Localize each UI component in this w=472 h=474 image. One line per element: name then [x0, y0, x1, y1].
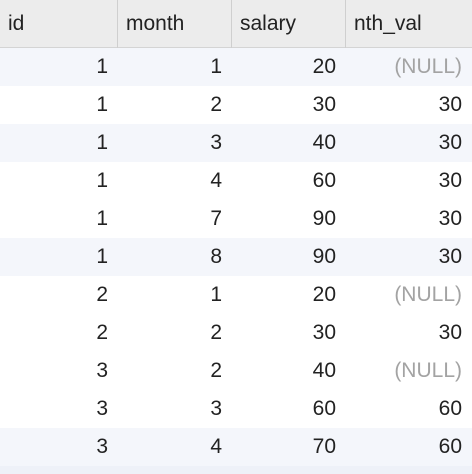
table-cell-id[interactable]: 1: [96, 169, 108, 192]
table-row[interactable]: 1 3 40 30: [0, 124, 472, 162]
table-cell-month[interactable]: 2: [210, 359, 222, 382]
table-cell-salary[interactable]: 30: [312, 321, 336, 344]
table-cell-nth-val[interactable]: 30: [438, 245, 462, 268]
table-cell-id[interactable]: 3: [96, 359, 108, 382]
table-cell-salary[interactable]: 60: [312, 397, 336, 420]
table-cell-month[interactable]: 7: [210, 207, 222, 230]
table-cell-month[interactable]: 3: [210, 397, 222, 420]
table-row[interactable]: 1 4 60 30: [0, 162, 472, 200]
table-cell-id[interactable]: 3: [96, 397, 108, 420]
table-cell-month[interactable]: 4: [210, 435, 222, 458]
table-cell-salary[interactable]: 40: [312, 359, 336, 382]
table-cell-nth-val[interactable]: (NULL): [394, 55, 462, 78]
table-cell-month[interactable]: 4: [210, 169, 222, 192]
table-cell-month[interactable]: 1: [210, 283, 222, 306]
table-cell-id[interactable]: 2: [96, 283, 108, 306]
table-cell-salary[interactable]: 90: [312, 245, 336, 268]
table-cell-id[interactable]: 1: [96, 207, 108, 230]
column-header-nth-val[interactable]: nth_val: [354, 12, 422, 35]
table-cell-salary[interactable]: 20: [312, 283, 336, 306]
table-cell-month[interactable]: 2: [210, 93, 222, 116]
table-cell-salary[interactable]: 60: [312, 169, 336, 192]
table-cell-salary[interactable]: 20: [312, 55, 336, 78]
table-body: 1 1 20 (NULL) 1 2 30 30 1 3 40 30 1 4 60 30 1 7 90 30 1 8 90 30…: [0, 48, 472, 466]
table-cell-nth-val[interactable]: (NULL): [394, 359, 462, 382]
table-cell-salary[interactable]: 30: [312, 93, 336, 116]
table-cell-id[interactable]: 1: [96, 131, 108, 154]
table-cell-id[interactable]: 1: [96, 55, 108, 78]
table-cell-nth-val[interactable]: (NULL): [394, 283, 462, 306]
table-cell-salary[interactable]: 90: [312, 207, 336, 230]
table-cell-id[interactable]: 1: [96, 245, 108, 268]
table-row[interactable]: 1 7 90 30: [0, 200, 472, 238]
column-header-id[interactable]: id: [0, 0, 118, 48]
table-cell-nth-val[interactable]: 60: [438, 435, 462, 458]
column-header-row: id month salary nth_val: [0, 0, 472, 48]
table-cell-id[interactable]: 1: [96, 93, 108, 116]
table-cell-month[interactable]: 3: [210, 131, 222, 154]
column-header-salary[interactable]: salary: [232, 0, 346, 48]
table-cell-nth-val[interactable]: 30: [438, 131, 462, 154]
table-cell-nth-val[interactable]: 30: [438, 321, 462, 344]
column-header-month[interactable]: month: [118, 0, 232, 48]
table-cell-month[interactable]: 1: [210, 55, 222, 78]
table-cell-nth-val[interactable]: 30: [438, 207, 462, 230]
table-cell-nth-val[interactable]: 30: [438, 93, 462, 116]
table-row[interactable]: 1 2 30 30: [0, 86, 472, 124]
table-row[interactable]: 3 3 60 60: [0, 390, 472, 428]
table-cell-id[interactable]: 2: [96, 321, 108, 344]
table-row[interactable]: 3 2 40 (NULL): [0, 352, 472, 390]
table-row[interactable]: 3 4 70 60: [0, 428, 472, 466]
table-row[interactable]: 2 1 20 (NULL): [0, 276, 472, 314]
table-cell-id[interactable]: 3: [96, 435, 108, 458]
table-cell-salary[interactable]: 40: [312, 131, 336, 154]
table-cell-salary[interactable]: 70: [312, 435, 336, 458]
table-row[interactable]: 2 2 30 30: [0, 314, 472, 352]
table-cell-nth-val[interactable]: 60: [438, 397, 462, 420]
table-row[interactable]: 1 1 20 (NULL): [0, 48, 472, 86]
table-cell-month[interactable]: 8: [210, 245, 222, 268]
table-cell-nth-val[interactable]: 30: [438, 169, 462, 192]
table-cell-month[interactable]: 2: [210, 321, 222, 344]
table-row[interactable]: 1 8 90 30: [0, 238, 472, 276]
scroll-edge: [0, 466, 472, 474]
